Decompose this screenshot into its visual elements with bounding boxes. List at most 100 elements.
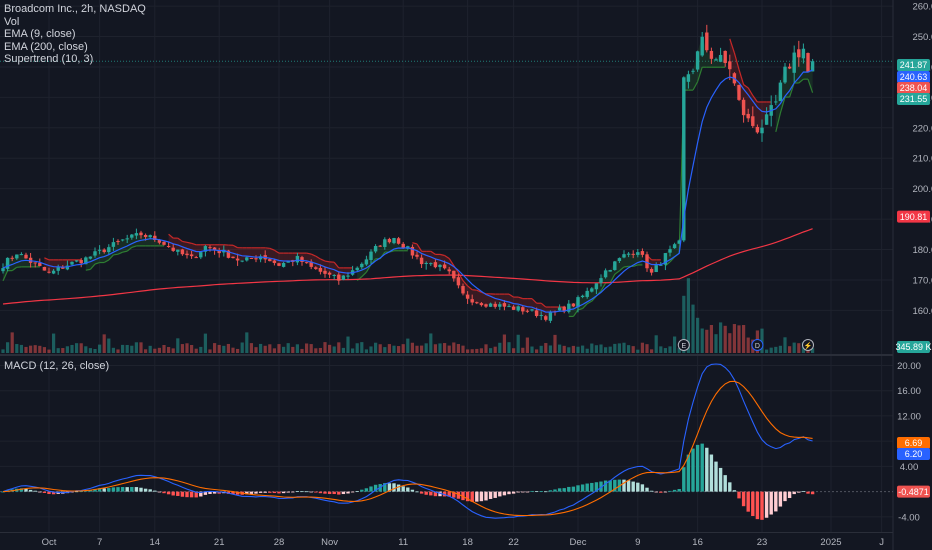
price-tick-label: 200.00 [912,184,932,195]
candle-body [783,66,787,83]
candle-body [93,251,97,256]
macd-histogram-bar [645,487,649,492]
macd-histogram-bar [557,488,562,492]
macd-histogram-bar [194,491,198,498]
supertrend-zone [426,251,431,264]
supertrend-zone [292,253,298,262]
supertrend-zone [159,242,164,246]
volume-bar [811,348,815,353]
macd-histogram-bar [516,491,520,493]
volume-bar [512,348,516,353]
volume-bar [351,348,355,353]
volume-bar [144,349,148,353]
time-tick-label: 28 [274,537,285,548]
ema9-line [2,69,813,313]
legend-supertrend[interactable]: Supertrend (10, 3) [4,53,94,65]
dividend-marker[interactable] [751,339,764,351]
legend-macd[interactable]: MACD (12, 26, close) [4,360,110,372]
signal-line [2,380,813,517]
volume-bar [654,335,658,353]
candle-body [272,260,277,263]
candle-body [116,240,120,242]
macd-histogram-bar [521,491,525,493]
supertrend-zone [656,259,661,266]
supertrend-segment [103,259,110,264]
candle-body [424,263,428,265]
macd-histogram-bar [732,490,737,492]
candle-body [755,126,760,133]
volume-bar [79,343,83,353]
candle-body [493,303,497,307]
candle-body [341,275,346,280]
candle-body [567,303,571,312]
legend-ema9[interactable]: EMA (9, close) [4,28,76,40]
volume-bar [525,337,529,353]
supertrend-segment [126,246,133,252]
candle-body [84,257,88,265]
volume-bar [387,344,391,353]
volume-bar [673,336,677,353]
candle-body [254,258,258,260]
candle-body [475,302,479,304]
candle-body [194,257,198,259]
macd-histogram-bar [626,480,631,492]
candle-body [470,299,474,303]
supertrend-zone [99,249,105,263]
volume-bar [452,342,456,353]
volume-bar [539,345,543,353]
candle-body [792,52,796,73]
supertrend-zone [279,253,284,266]
volume-bar [530,346,534,353]
candle-body [79,260,83,264]
supertrend-segment [692,81,699,91]
volume-bar [668,346,672,353]
macd-histogram-bar [231,491,235,495]
candle-body [590,288,594,292]
candle-body [659,264,663,266]
macd-histogram-bar [185,491,189,498]
candle-body [396,238,401,244]
macd-histogram-bar [373,484,378,492]
histogram-tag: -0.4871 [897,485,930,498]
supertrend-segment [779,96,786,114]
volume-bar [309,344,313,353]
macd-histogram-bar [341,491,346,495]
macd-histogram-bar [153,490,157,492]
signal-tag: 6.69 [897,437,930,449]
volume-bar [93,348,97,353]
macd-histogram-bar [590,482,594,492]
macd-histogram-bar [291,491,295,493]
candle-body [672,244,677,249]
earnings-marker[interactable] [677,339,690,351]
macd-histogram-bar [369,486,373,492]
macd-histogram-bar [295,491,300,492]
chart-title[interactable]: Broadcom Inc., 2h, NASDAQ [4,3,146,15]
candle-body [723,50,727,64]
macd-tick-label: 12.00 [897,411,921,422]
candle-body [10,257,14,259]
supertrend-segment [614,270,620,275]
supertrend-zone [136,233,141,246]
supertrend-segment [752,95,758,103]
candle-body [594,283,599,290]
candle-body [157,239,162,243]
volume-bar [438,343,442,353]
volume-bar [208,349,212,353]
volume-bar [19,344,23,353]
supertrend-segment [2,270,9,282]
legend-vol[interactable]: Vol [4,15,20,28]
macd-histogram-bar [318,491,323,494]
candle-body [686,74,691,82]
news-marker[interactable] [802,339,814,351]
volume-bar [424,343,428,353]
event-markers[interactable]: E D ⚡ [677,339,814,351]
volume-bar [1,349,5,353]
macd-histogram-bar [74,491,79,493]
volume-bar [576,346,580,353]
macd-histogram-bar [810,491,815,495]
candle-body [746,113,750,119]
volume-bar [52,333,56,353]
candle-body [97,249,102,251]
legend-ema200[interactable]: EMA (200, close) [4,40,88,53]
